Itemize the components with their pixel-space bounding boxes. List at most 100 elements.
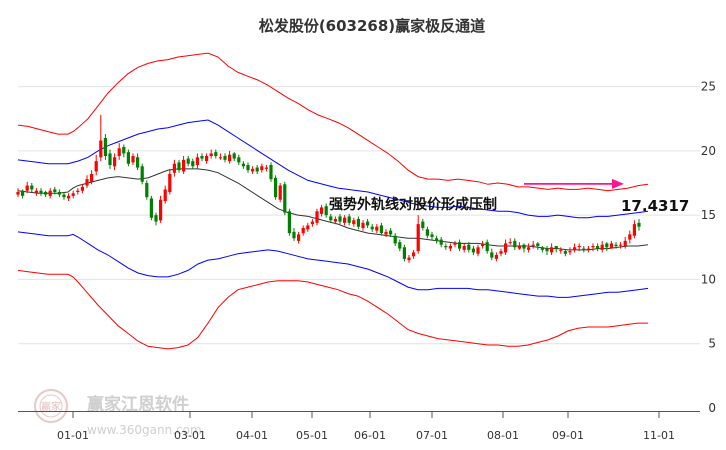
candle-body bbox=[389, 230, 393, 235]
candle-body bbox=[44, 192, 48, 195]
candle bbox=[384, 229, 388, 237]
candle-body bbox=[448, 246, 452, 249]
candle bbox=[182, 156, 186, 174]
outer-upper-band bbox=[17, 52, 649, 192]
candle-body bbox=[30, 185, 34, 190]
candle-body bbox=[586, 248, 590, 250]
candle-body bbox=[384, 231, 388, 235]
watermark-brand: 赢家江恩软件 bbox=[87, 394, 189, 415]
candle-body bbox=[136, 157, 140, 168]
inner-upper-band bbox=[17, 119, 649, 219]
candle bbox=[545, 246, 549, 255]
candle-body bbox=[632, 224, 636, 236]
candle-body bbox=[453, 243, 457, 245]
candle-body bbox=[182, 159, 186, 172]
candle-body bbox=[117, 148, 121, 156]
candle-body bbox=[232, 153, 236, 159]
arrow-head bbox=[612, 178, 624, 189]
price-annotation: 强势外轨线对股价形成压制 17.4317 bbox=[329, 178, 689, 215]
candle-body bbox=[131, 156, 135, 163]
candle bbox=[113, 153, 117, 171]
candle bbox=[21, 189, 25, 199]
candle-body bbox=[577, 246, 581, 247]
candle-body bbox=[439, 239, 443, 245]
candle-body bbox=[103, 138, 107, 156]
candle bbox=[577, 243, 581, 252]
candle bbox=[53, 186, 57, 195]
candle bbox=[251, 166, 255, 174]
x-tick-label: 03-01 bbox=[174, 429, 206, 442]
candle bbox=[103, 134, 107, 160]
candle bbox=[237, 154, 241, 165]
candle-body bbox=[71, 193, 75, 196]
candle-body bbox=[462, 246, 466, 250]
candle bbox=[94, 154, 98, 176]
candle-body bbox=[39, 190, 43, 194]
candle bbox=[287, 208, 291, 236]
candle-body bbox=[287, 211, 291, 234]
candle bbox=[430, 231, 434, 240]
candle-body bbox=[366, 221, 370, 226]
candle bbox=[412, 249, 416, 259]
candle bbox=[343, 215, 347, 226]
candle-body bbox=[108, 153, 112, 165]
candle-body bbox=[481, 243, 485, 246]
candle bbox=[136, 153, 140, 171]
candle bbox=[632, 220, 636, 239]
candle bbox=[407, 255, 411, 263]
candle bbox=[168, 168, 172, 195]
candle bbox=[352, 217, 356, 227]
candle-body bbox=[237, 157, 241, 163]
candle bbox=[274, 175, 278, 200]
candle bbox=[297, 231, 301, 244]
x-tick-label: 07-01 bbox=[416, 429, 448, 442]
candle bbox=[209, 149, 213, 159]
candle-body bbox=[85, 179, 89, 186]
candle-body bbox=[531, 244, 535, 246]
candlesticks bbox=[16, 114, 641, 263]
candle-body bbox=[159, 199, 163, 221]
candle bbox=[586, 246, 590, 253]
candle bbox=[177, 159, 181, 173]
candle bbox=[76, 188, 80, 195]
candle-body bbox=[168, 174, 172, 192]
candle-body bbox=[200, 156, 204, 159]
candle bbox=[186, 156, 190, 167]
candle bbox=[402, 244, 406, 262]
candle-body bbox=[301, 228, 305, 234]
x-tick-label: 01-01 bbox=[57, 429, 89, 442]
candle-body bbox=[458, 242, 462, 249]
candle bbox=[596, 243, 600, 252]
candle-body bbox=[122, 147, 126, 154]
candle-body bbox=[536, 243, 540, 246]
candle bbox=[172, 159, 176, 177]
candle bbox=[485, 239, 489, 254]
candle-body bbox=[209, 153, 213, 156]
candle bbox=[67, 193, 71, 201]
candle-body bbox=[255, 167, 259, 172]
candle-body bbox=[545, 248, 549, 252]
x-tick-label: 09-01 bbox=[552, 429, 584, 442]
candle bbox=[637, 219, 641, 231]
candle bbox=[154, 212, 158, 226]
candle bbox=[191, 158, 195, 169]
candle bbox=[527, 243, 531, 253]
candle-body bbox=[504, 243, 508, 253]
candle-body bbox=[62, 194, 66, 198]
inner-lower-band bbox=[17, 231, 649, 298]
candle-body bbox=[444, 246, 448, 248]
candle bbox=[389, 228, 393, 237]
candle bbox=[306, 222, 310, 232]
candle bbox=[214, 149, 218, 159]
candle bbox=[25, 181, 29, 194]
candle bbox=[246, 162, 250, 173]
candle bbox=[320, 204, 324, 217]
candle bbox=[467, 242, 471, 253]
candle-body bbox=[278, 185, 282, 200]
candle-body bbox=[320, 207, 324, 214]
candle-body bbox=[421, 221, 425, 228]
candle bbox=[453, 240, 457, 248]
candle bbox=[228, 150, 232, 164]
candle-body bbox=[260, 166, 264, 171]
candle bbox=[329, 213, 333, 223]
